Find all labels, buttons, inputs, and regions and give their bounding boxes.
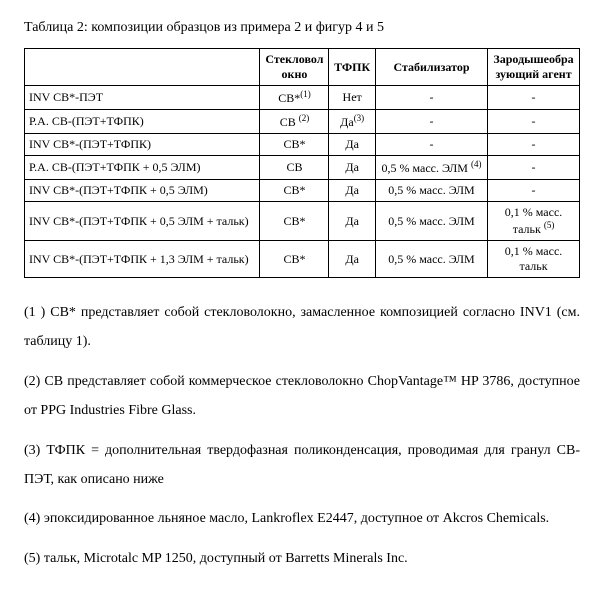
cell-gf: СВ* [260,134,329,156]
cell-stab: 0,5 % масс. ЭЛМ [375,202,487,241]
cell-gf: СВ [260,156,329,180]
cell-stab: - [375,110,487,134]
cell-text: Да [340,115,354,129]
table-row: INV СВ*-ПЭТ СВ*(1) Нет - - [25,86,580,110]
cell-label: INV СВ*-(ПЭТ+ТФПК + 0,5 ЭЛМ + тальк) [25,202,260,241]
table-row: INV СВ*-(ПЭТ+ТФПК + 1,3 ЭЛМ + тальк) СВ*… [25,241,580,278]
cell-stab: 0,5 % масс. ЭЛМ (4) [375,156,487,180]
cell-label: Р.А. СВ-(ПЭТ+ТФПК + 0,5 ЭЛМ) [25,156,260,180]
footnote-1: (1 ) СВ* представляет собой стекловолокн… [24,298,580,357]
footnote-5: (5) тальк, Microtalc MP 1250, доступный … [24,544,580,573]
cell-label: Р.А. СВ-(ПЭТ+ТФПК) [25,110,260,134]
table-row: Р.А. СВ-(ПЭТ+ТФПК) СВ (2) Да(3) - - [25,110,580,134]
cell-sup: (4) [471,159,482,169]
cell-nuc: 0,1 % масс. тальк [488,241,580,278]
cell-text: 0,1 % масс. [505,205,563,219]
cell-gf: СВ* [260,241,329,278]
cell-nuc: - [488,110,580,134]
cell-sup: (2) [299,113,310,123]
header-text: Стекловол [265,52,323,66]
cell-tp: Нет [329,86,375,110]
cell-tp: Да [329,202,375,241]
cell-sup: (5) [544,220,555,230]
header-stabilizer: Стабилизатор [375,49,487,86]
table-caption: Таблица 2: композиции образцов из пример… [24,20,580,36]
cell-gf: СВ*(1) [260,86,329,110]
header-nucleating: Зародышеобра зующий агент [488,49,580,86]
footnote-4: (4) эпоксидированное льняное масло, Lank… [24,504,580,533]
cell-stab: - [375,134,487,156]
header-tfpk: ТФПК [329,49,375,86]
footnote-3: (3) ТФПК = дополнительная твердофазная п… [24,436,580,495]
cell-gf: СВ (2) [260,110,329,134]
cell-text: тальк [513,222,541,236]
cell-label: INV СВ*-ПЭТ [25,86,260,110]
header-text: зующий агент [495,67,571,81]
table-body: INV СВ*-ПЭТ СВ*(1) Нет - - Р.А. СВ-(ПЭТ+… [25,86,580,278]
cell-sup: (3) [354,113,365,123]
cell-text: СВ* [278,91,300,105]
cell-stab: 0,5 % масс. ЭЛМ [375,180,487,202]
cell-nuc: - [488,180,580,202]
header-empty [25,49,260,86]
header-glassfiber: Стекловол окно [260,49,329,86]
cell-gf: СВ* [260,202,329,241]
table-header-row: Стекловол окно ТФПК Стабилизатор Зародыш… [25,49,580,86]
cell-text: тальк [519,259,547,273]
cell-nuc: 0,1 % масс. тальк (5) [488,202,580,241]
cell-stab: - [375,86,487,110]
cell-sup: (1) [300,89,311,99]
cell-text: 0,1 % масс. [505,244,563,258]
footnote-2: (2) СВ представляет собой коммерческое с… [24,367,580,426]
cell-tp: Да [329,156,375,180]
table-row: Р.А. СВ-(ПЭТ+ТФПК + 0,5 ЭЛМ) СВ Да 0,5 %… [25,156,580,180]
table-row: INV СВ*-(ПЭТ+ТФПК) СВ* Да - - [25,134,580,156]
cell-text: СВ [280,115,296,129]
cell-tp: Да [329,134,375,156]
cell-tp: Да(3) [329,110,375,134]
header-text: Зародышеобра [493,52,573,66]
cell-label: INV СВ*-(ПЭТ+ТФПК + 1,3 ЭЛМ + тальк) [25,241,260,278]
cell-label: INV СВ*-(ПЭТ+ТФПК) [25,134,260,156]
cell-label: INV СВ*-(ПЭТ+ТФПК + 0,5 ЭЛМ) [25,180,260,202]
cell-gf: СВ* [260,180,329,202]
composition-table: Стекловол окно ТФПК Стабилизатор Зародыш… [24,48,580,278]
header-text: окно [282,67,308,81]
cell-nuc: - [488,86,580,110]
cell-nuc: - [488,134,580,156]
cell-tp: Да [329,180,375,202]
cell-nuc: - [488,156,580,180]
cell-tp: Да [329,241,375,278]
table-row: INV СВ*-(ПЭТ+ТФПК + 0,5 ЭЛМ + тальк) СВ*… [25,202,580,241]
cell-stab: 0,5 % масс. ЭЛМ [375,241,487,278]
table-row: INV СВ*-(ПЭТ+ТФПК + 0,5 ЭЛМ) СВ* Да 0,5 … [25,180,580,202]
cell-text: 0,5 % масс. ЭЛМ [382,161,468,175]
